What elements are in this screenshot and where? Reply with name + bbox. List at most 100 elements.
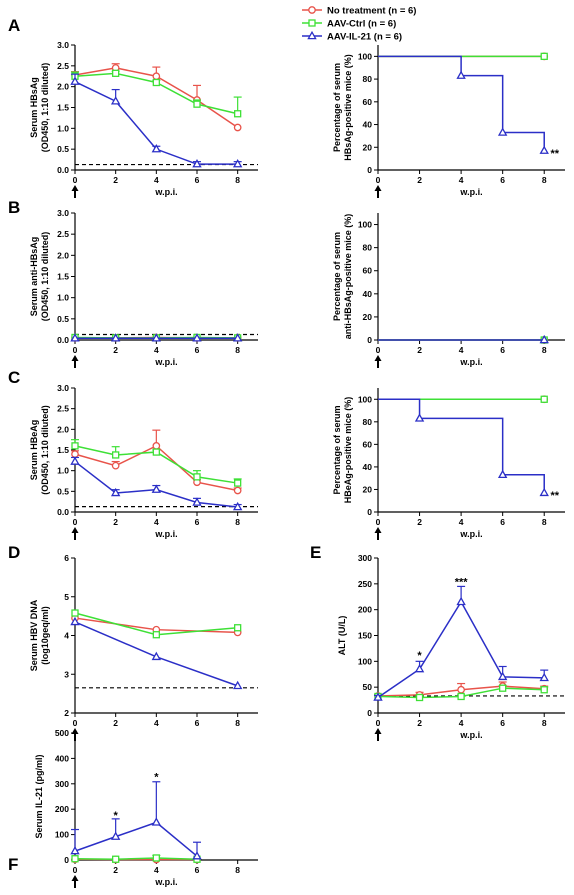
series-aav-il21 (378, 398, 549, 497)
data-point (112, 855, 120, 863)
y-tick-label: 0.0 (57, 165, 69, 175)
y-tick-label: 100 (55, 830, 69, 840)
panel-letter: C (8, 368, 20, 387)
x-tick-label: 4 (154, 865, 159, 875)
series-line (74, 460, 238, 508)
y-tick-label: 100 (358, 51, 372, 61)
data-point (457, 692, 465, 701)
significance-annotation: ** (550, 490, 559, 502)
data-point (193, 100, 201, 108)
y-tick-label: 100 (358, 656, 372, 666)
arrow-up-icon-head (71, 875, 79, 881)
data-point (539, 334, 549, 344)
x-tick-label: 2 (113, 175, 118, 185)
y-tick-label: 1.0 (57, 123, 69, 133)
x-tick-label: 6 (195, 718, 200, 728)
data-point (539, 672, 549, 682)
data-point (234, 624, 242, 632)
data-point (497, 469, 508, 479)
data-point (193, 473, 201, 481)
series-aav-ctrl (71, 439, 242, 487)
y-tick-label: 60 (363, 439, 373, 449)
x-tick-label: 4 (459, 175, 464, 185)
chart-a-right: 0 20 40 60 80 100 0 2 4 6 8 w.p.i. Percentage of ser… (332, 45, 565, 198)
x-tick-label: 6 (500, 345, 505, 355)
data-point (110, 96, 121, 105)
arrow-up-icon-head (374, 527, 382, 533)
data-point (192, 497, 202, 506)
y-axis-label: Serum IL-21 (pg/ml) (34, 754, 44, 838)
y-tick-label: 4 (64, 631, 69, 641)
y-tick-label: 0 (367, 507, 372, 517)
y-tick-label: 200 (358, 605, 372, 615)
chart-e: E 0 50 100 150 200 250 300 0 2 4 6 8 w.p.i. ALT (U/L) *… (310, 543, 565, 741)
x-tick-label: 6 (195, 175, 200, 185)
y-tick-label: 3 (64, 669, 69, 679)
data-point (112, 69, 120, 77)
y-tick-label: 6 (64, 553, 69, 563)
series-line (378, 398, 545, 493)
y-tick-label: 500 (55, 728, 69, 738)
x-tick-label: 0 (376, 345, 381, 355)
x-tick-label: 8 (235, 865, 240, 875)
data-point (414, 413, 425, 422)
data-point (152, 442, 161, 450)
data-point (232, 680, 243, 690)
y-tick-label: 0 (64, 855, 69, 865)
arrow-up-icon-head (71, 527, 79, 533)
y-tick-label: 1.0 (57, 466, 69, 476)
x-axis-label: w.p.i. (459, 187, 482, 197)
x-tick-label: 8 (542, 175, 547, 185)
x-tick-label: 0 (376, 517, 381, 527)
y-tick-label: 2.5 (57, 229, 69, 239)
x-tick-label: 4 (154, 175, 159, 185)
data-point (70, 456, 80, 465)
x-tick-label: 0 (73, 517, 78, 527)
x-tick-label: 2 (417, 517, 422, 527)
data-point (456, 70, 466, 79)
y-axis-label: Percentage of serum (332, 405, 342, 494)
x-axis-label: w.p.i. (459, 730, 482, 740)
data-point (70, 76, 80, 85)
y-tick-label: 80 (363, 74, 373, 84)
x-tick-label: 4 (459, 517, 464, 527)
series-aav-il21 (373, 585, 549, 701)
x-tick-label: 8 (542, 345, 547, 355)
data-point (233, 123, 242, 132)
series-aav-il21 (70, 456, 243, 511)
data-point (233, 486, 242, 495)
data-point (192, 333, 202, 342)
y-tick-label: 2.5 (57, 61, 69, 71)
data-point (232, 159, 243, 168)
series-aav-ctrl (71, 854, 201, 863)
arrow-up-icon-head (71, 185, 79, 191)
panel-letter: E (310, 543, 321, 562)
x-tick-label: 6 (195, 345, 200, 355)
series-aav-il21 (70, 781, 202, 860)
data-point (152, 78, 160, 87)
y-tick-label: 3.0 (57, 208, 69, 218)
legend: No treatment (n = 6) AAV-Ctrl (n = 6) AA… (302, 6, 416, 43)
y-axis-label: (log10geq/ml) (40, 606, 50, 665)
y-axis-label: HBsAg-positive mice (%) (343, 54, 353, 161)
x-tick-label: 6 (500, 718, 505, 728)
arrow-up-icon-head (374, 185, 382, 191)
x-tick-label: 2 (113, 865, 118, 875)
y-tick-label: 2 (64, 708, 69, 718)
data-point (415, 693, 424, 702)
y-axis-label: Serum anti-HBsAg (29, 237, 39, 317)
data-point (232, 333, 243, 342)
arrow-up-icon-head (374, 728, 382, 734)
y-tick-label: 40 (363, 462, 373, 472)
x-axis-label: w.p.i. (154, 357, 177, 367)
y-tick-label: 0.5 (57, 144, 69, 154)
x-tick-label: 2 (113, 517, 118, 527)
series-aav-ctrl (71, 609, 242, 639)
y-tick-label: 0 (367, 708, 372, 718)
chart-a-left: A 0.0 0.5 1.0 1.5 2.0 2.5 3.0 0 2 4 6 8 w.p.i. Serum H… (8, 16, 258, 198)
x-tick-label: 6 (500, 517, 505, 527)
y-tick-label: 1.5 (57, 272, 69, 282)
y-tick-label: 0.5 (57, 314, 69, 324)
data-point (152, 631, 160, 639)
significance-annotation: *** (455, 576, 469, 588)
